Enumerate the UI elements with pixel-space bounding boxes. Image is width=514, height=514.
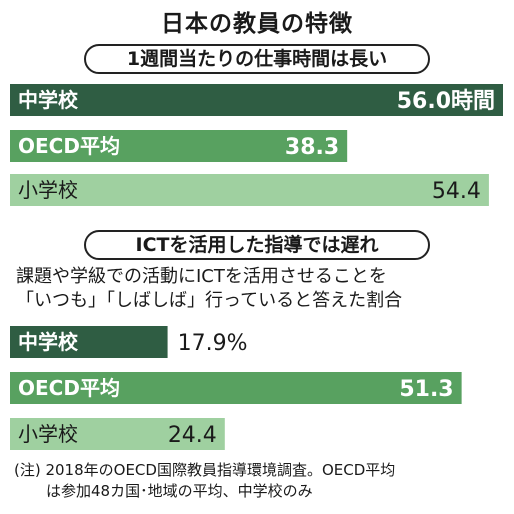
chart2-bar-1 — [10, 372, 462, 404]
chart2-subtitle-line2: 「いつも」「しばしば」行っていると答えた割合 — [16, 290, 403, 311]
main-title: 日本の教員の特徴 — [161, 11, 353, 37]
note-line1: (注) 2018年のOECD国際教員指導環境調査。OECD平均 — [14, 461, 396, 479]
note-line2: は参加48カ国･地域の平均、中学校のみ — [46, 482, 313, 500]
chart2-bar-2 — [10, 418, 225, 450]
chart2-value-label-2: 24.4 — [168, 423, 217, 448]
chart1-bar-0 — [10, 84, 503, 116]
chart1-category-label-2: 小学校 — [18, 178, 78, 202]
chart2-subtitle-line1: 課題や学級での活動にICTを活用させることを — [16, 266, 387, 287]
chart2-bar-0 — [10, 326, 168, 358]
chart1-category-label-0: 中学校 — [18, 88, 79, 112]
chart1-value-label-0: 56.0時間 — [397, 89, 495, 114]
chart1-category-label-1: OECD平均 — [18, 134, 120, 158]
chart2-value-label-0: 17.9% — [178, 331, 248, 356]
chart1-value-label-1: 38.3 — [285, 135, 339, 160]
chart2-category-label-1: OECD平均 — [18, 376, 120, 400]
chart1-title: 1週間当たりの仕事時間は長い — [84, 44, 430, 74]
chart1-bar-1 — [10, 130, 348, 162]
chart1-value-label-2: 54.4 — [432, 179, 481, 204]
chart1-bar-2 — [10, 174, 489, 206]
chart2-category-label-0: 中学校 — [18, 330, 79, 354]
chart2-title: ICTを活用した指導では遅れ — [84, 230, 430, 260]
chart2-category-label-2: 小学校 — [18, 422, 78, 446]
chart2-value-label-1: 51.3 — [399, 377, 453, 402]
